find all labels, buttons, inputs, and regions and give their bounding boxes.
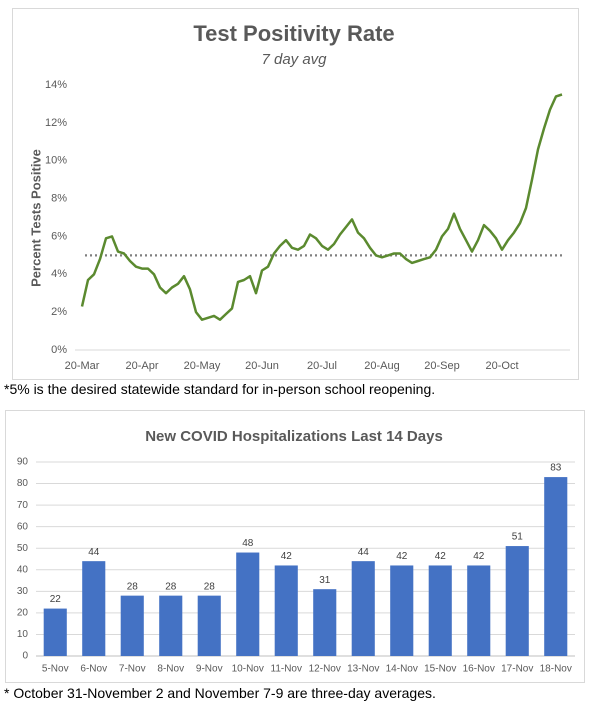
x-tick-label: 7-Nov [119,664,146,675]
x-tick-label: 16-Nov [463,664,495,675]
y-tick-label: 20 [17,608,29,619]
chart-title: New COVID Hospitalizations Last 14 Days [145,428,443,445]
x-tick-label: 20-Sep [424,360,459,372]
y-tick-label: 30 [17,586,29,597]
bar [390,565,414,656]
hospitalizations-chart: New COVID Hospitalizations Last 14 Days … [5,410,585,683]
data-label: 48 [242,538,254,549]
x-tick-label: 20-Apr [125,360,158,372]
y-tick-label: 90 [17,457,29,468]
x-tick-label: 17-Nov [501,664,533,675]
note: *5% is the desired statewide standard fo… [4,381,436,397]
x-tick-label: 10-Nov [232,664,264,675]
bar [82,561,106,656]
note: * October 31-November 2 and November 7-9… [4,685,436,701]
positivity-chart: Test Positivity Rate 7 day avg Percent T… [12,8,579,380]
data-label: 31 [319,575,331,586]
chart-title: Test Positivity Rate [193,21,394,46]
x-tick-label: 9-Nov [196,664,223,675]
x-tick-label: 20-Mar [65,360,100,372]
bar [236,552,260,656]
data-label: 42 [281,551,293,562]
y-tick-label: 8% [51,192,67,204]
y-tick-label: 70 [17,500,29,511]
chart-border [12,8,579,380]
line-series [80,93,563,321]
data-label: 42 [435,551,447,562]
bar [197,595,221,656]
x-tick-label: 5-Nov [42,664,69,675]
bar [43,608,67,656]
x-tick-label: 6-Nov [80,664,107,675]
bar [544,477,568,656]
data-label: 44 [88,547,100,558]
y-tick-label: 10% [45,155,67,167]
x-tick-label: 20-May [184,360,221,372]
chart-subtitle: 7 day avg [261,51,327,68]
x-tick-label: 14-Nov [386,664,418,675]
data-label: 42 [396,551,408,562]
bar [428,565,452,656]
y-tick-label: 6% [51,230,67,242]
x-tick-label: 18-Nov [540,664,572,675]
data-label: 28 [127,581,139,592]
bar [159,595,183,656]
y-tick-label: 4% [51,268,67,280]
x-tick-label: 11-Nov [271,664,303,675]
data-label: 42 [473,551,485,562]
bar [505,546,529,656]
x-tick-label: 12-Nov [309,664,341,675]
y-tick-label: 60 [17,521,29,532]
y-axis-label: Percent Tests Positive [28,149,43,287]
bar [120,595,144,656]
bar [351,561,375,656]
y-tick-label: 10 [17,629,29,640]
data-label: 51 [512,532,524,543]
y-tick-label: 50 [17,543,29,554]
data-label: 83 [550,463,562,474]
x-tick-label: 20-Oct [485,360,518,372]
x-tick-label: 15-Nov [424,664,456,675]
y-tick-label: 0% [51,344,67,356]
y-tick-label: 2% [51,306,67,318]
data-label: 28 [165,581,177,592]
x-tick-label: 13-Nov [347,664,379,675]
y-tick-label: 0 [22,651,28,662]
data-label: 22 [50,594,62,605]
x-tick-label: 8-Nov [157,664,184,675]
x-tick-label: 20-Jun [245,360,279,372]
data-label: 44 [358,547,370,558]
bar [467,565,491,656]
y-tick-label: 40 [17,564,29,575]
x-tick-label: 20-Jul [307,360,337,372]
y-tick-label: 12% [45,117,67,129]
bar [274,565,298,656]
bar [313,589,337,656]
y-tick-label: 80 [17,478,29,489]
data-label: 28 [204,581,216,592]
x-tick-label: 20-Aug [364,360,399,372]
y-tick-label: 14% [45,79,67,91]
